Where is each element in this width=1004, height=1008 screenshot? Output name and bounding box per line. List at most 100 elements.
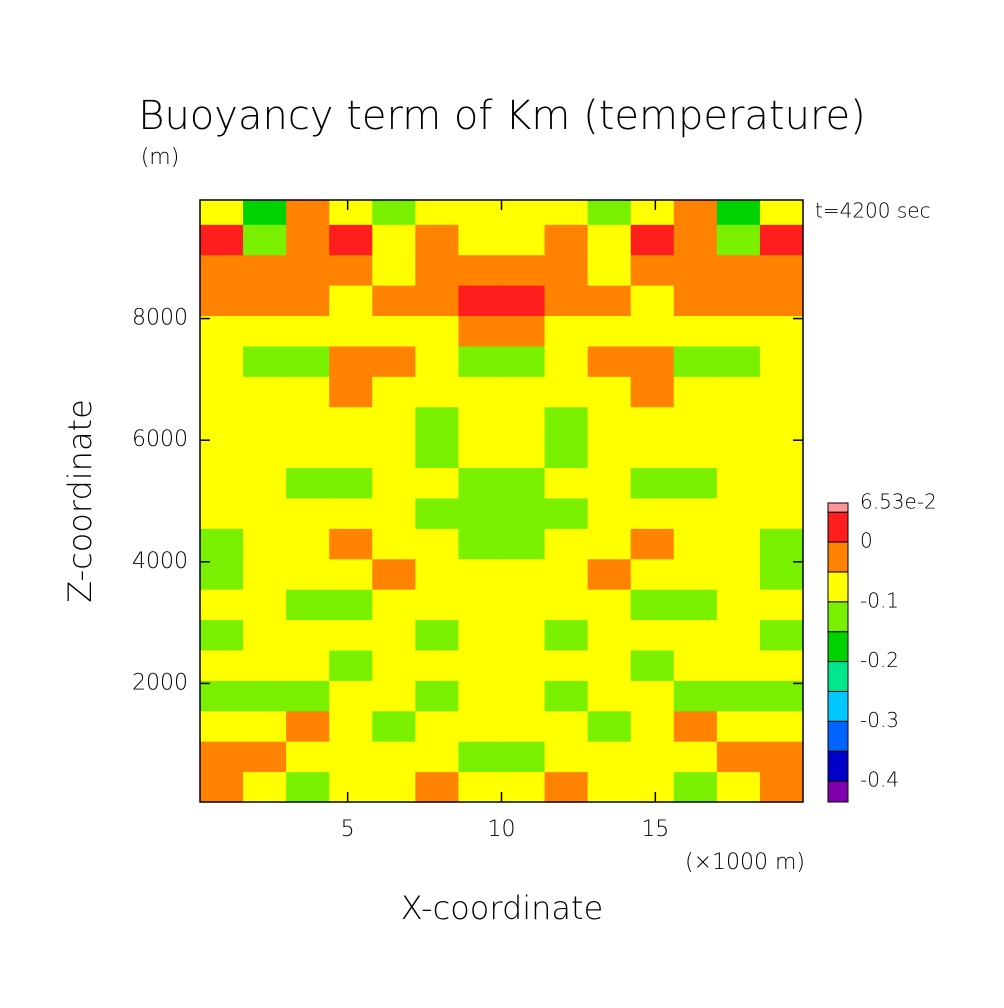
contour-cell	[372, 315, 416, 347]
contour-cell	[673, 771, 718, 803]
contour-cell	[759, 437, 804, 469]
contour-cell	[630, 589, 675, 621]
y-tick-label: 6000	[132, 427, 188, 452]
contour-cell	[329, 285, 373, 317]
contour-cell	[716, 467, 761, 499]
contour-cell	[415, 528, 459, 560]
contour-cell	[458, 315, 502, 347]
contour-cell	[544, 224, 589, 256]
contour-cell	[286, 680, 330, 712]
contour-cell	[329, 406, 373, 438]
contour-cell	[243, 589, 287, 621]
contour-cell	[329, 528, 373, 560]
colorbar-segment	[827, 601, 849, 633]
contour-cell	[501, 558, 546, 590]
contour-cell	[415, 649, 459, 681]
contour-cell	[243, 315, 287, 347]
contour-cell	[286, 528, 330, 560]
contour-cell	[329, 315, 373, 347]
contour-cell	[716, 680, 761, 712]
contour-cell	[329, 254, 373, 286]
contour-cell	[329, 619, 373, 651]
contour-cell	[200, 619, 244, 651]
contour-cell	[673, 497, 718, 529]
contour-cell	[286, 406, 330, 438]
contour-cell	[415, 315, 459, 347]
contour-cell	[372, 619, 416, 651]
x-tick-label: 15	[641, 817, 669, 842]
contour-cell	[200, 741, 244, 773]
contour-cell	[501, 285, 546, 317]
contour-cell	[372, 406, 416, 438]
contour-cell	[716, 619, 761, 651]
contour-cell	[243, 254, 287, 286]
contour-cell	[759, 200, 804, 225]
contour-cell	[630, 254, 675, 286]
field	[200, 200, 804, 803]
contour-cell	[243, 528, 287, 560]
contour-cell	[759, 619, 804, 651]
contour-cell	[458, 619, 502, 651]
contour-cell	[630, 437, 675, 469]
contour-cell	[415, 406, 459, 438]
contour-cell	[286, 741, 330, 773]
y-tick-label: 8000	[132, 306, 188, 331]
contour-cell	[329, 589, 373, 621]
contour-cell	[716, 437, 761, 469]
contour-cell	[587, 710, 632, 742]
contour-cell	[501, 254, 546, 286]
contour-cell	[415, 376, 459, 408]
contour-cell	[716, 315, 761, 347]
contour-cell	[544, 285, 589, 317]
contour-cell	[286, 619, 330, 651]
contour-cell	[458, 497, 502, 529]
contour-cell	[372, 528, 416, 560]
contour-cell	[759, 528, 804, 560]
contour-cell	[630, 680, 675, 712]
contour-cell	[372, 200, 416, 225]
contour-cell	[458, 200, 502, 225]
contour-cell	[759, 710, 804, 742]
contour-cell	[630, 345, 675, 377]
contour-cell	[544, 771, 589, 803]
y-tick-label: 4000	[132, 549, 188, 574]
contour-cell	[329, 771, 373, 803]
contour-cell	[716, 710, 761, 742]
contour-cell	[458, 710, 502, 742]
contour-cell	[329, 558, 373, 590]
contour-cell	[544, 680, 589, 712]
contour-cell	[587, 376, 632, 408]
contour-cell	[501, 741, 546, 773]
contour-cell	[544, 710, 589, 742]
contour-cell	[630, 710, 675, 742]
contour-cell	[243, 437, 287, 469]
x-tick-label: 10	[488, 817, 516, 842]
colorbar-tick-label: 6.53e-2	[860, 490, 937, 514]
contour-cell	[286, 437, 330, 469]
contour-cell	[200, 254, 244, 286]
contour-cell	[415, 467, 459, 499]
contour-cell	[329, 200, 373, 225]
contour-cell	[415, 771, 459, 803]
contour-cell	[630, 497, 675, 529]
contour-cell	[673, 528, 718, 560]
contour-cell	[243, 224, 287, 256]
contour-cell	[372, 741, 416, 773]
contour-cell	[673, 315, 718, 347]
contour-cell	[630, 619, 675, 651]
contour-cell	[716, 285, 761, 317]
contour-cell	[759, 315, 804, 347]
colorbar-segment	[827, 502, 849, 513]
contour-cell	[673, 406, 718, 438]
contour-cell	[415, 558, 459, 590]
contour-cell	[673, 200, 718, 225]
contour-cell	[458, 437, 502, 469]
contour-cell	[372, 558, 416, 590]
colorbar-tick-label: -0.1	[860, 588, 899, 612]
contour-cell	[587, 285, 632, 317]
contour-cell	[372, 345, 416, 377]
contour-cell	[544, 619, 589, 651]
contour-cell	[243, 710, 287, 742]
contour-cell	[673, 285, 718, 317]
contour-cell	[200, 315, 244, 347]
